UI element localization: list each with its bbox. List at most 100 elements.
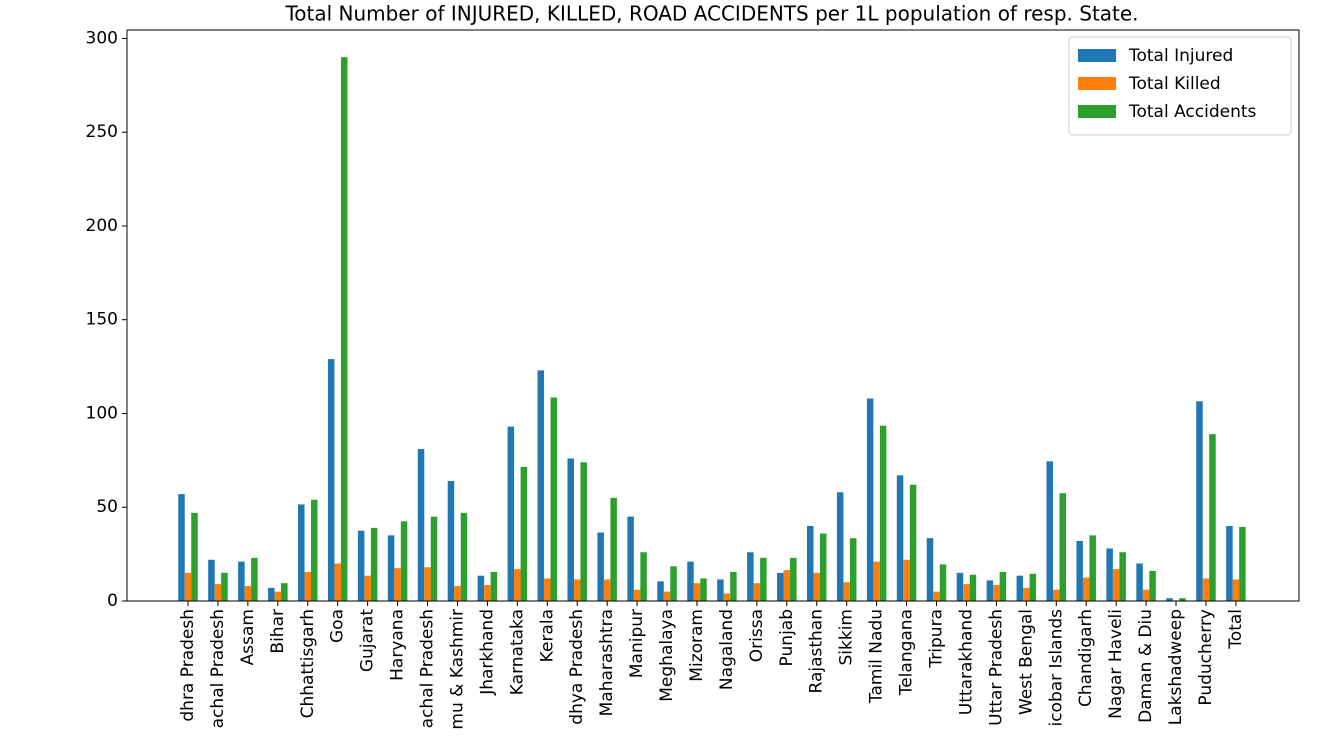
y-tick-label: 0	[107, 591, 118, 611]
plot-frame	[126, 29, 1300, 602]
bar	[1119, 552, 1126, 601]
bar	[640, 552, 647, 601]
x-tick-label: Manipur	[627, 609, 647, 678]
x-tick-label: Jharkhand	[477, 609, 497, 696]
bar	[999, 571, 1007, 601]
chart-title: Total Number of INJURED, KILLED, ROAD AC…	[284, 2, 1138, 26]
x-tick-label: Maharashtra	[597, 609, 617, 716]
bar	[1149, 570, 1156, 601]
bar	[926, 538, 934, 601]
bar	[717, 579, 724, 601]
bar	[819, 533, 827, 601]
bar	[1029, 573, 1037, 601]
x-tick-label: Uttarakhand	[956, 609, 976, 715]
bar	[730, 571, 737, 601]
bar	[627, 516, 634, 601]
bar	[1202, 578, 1210, 601]
bar	[1082, 577, 1090, 601]
x-tick-label: achal Pradesh	[208, 609, 228, 728]
x-tick-label: Gujarat	[358, 609, 378, 672]
bar	[663, 591, 671, 601]
x-tick-label: dhya Pradesh	[567, 609, 587, 725]
x-tick-label: Punjab	[777, 609, 797, 666]
legend-swatch	[1078, 77, 1116, 90]
x-tick-label: Telangana	[897, 609, 917, 696]
bar	[610, 497, 617, 601]
bar	[520, 466, 528, 601]
bar	[221, 572, 228, 601]
bar	[268, 587, 275, 601]
x-tick-label: Assam	[238, 609, 258, 665]
bar	[370, 527, 378, 601]
bar	[417, 449, 425, 601]
bar	[573, 579, 581, 601]
bar	[986, 580, 994, 601]
bar	[490, 571, 498, 601]
bar	[903, 559, 910, 601]
bar	[849, 538, 857, 601]
bar	[1046, 461, 1054, 601]
bar	[909, 484, 917, 601]
bar	[1059, 493, 1067, 601]
bar	[340, 57, 348, 601]
bar	[298, 504, 305, 601]
bar	[567, 458, 574, 601]
legend-label: Total Accidents	[1128, 102, 1257, 122]
bar	[1232, 579, 1240, 601]
bar	[327, 359, 335, 601]
x-tick-label: Karnataka	[507, 609, 527, 695]
bar	[836, 492, 844, 601]
bar	[178, 494, 185, 601]
x-tick-label: Meghalaya	[657, 609, 677, 702]
bar	[477, 575, 485, 601]
legend-label: Total Killed	[1128, 74, 1221, 94]
y-tick-label: 150	[86, 310, 118, 330]
bar	[251, 557, 258, 601]
bar	[447, 480, 455, 601]
bar	[304, 571, 312, 601]
bar	[933, 591, 940, 601]
bar	[1226, 525, 1233, 601]
bar	[603, 579, 611, 601]
bar	[939, 564, 947, 601]
bar	[1136, 563, 1143, 601]
x-tick-label: Puducherry	[1196, 609, 1216, 706]
y-tick-label: 200	[86, 216, 118, 236]
bar	[866, 398, 874, 601]
bar	[1209, 434, 1216, 601]
x-tick-label: achal Pradesh	[418, 609, 438, 728]
bar	[394, 568, 401, 601]
bar	[670, 566, 677, 601]
bar	[843, 582, 850, 601]
bar	[244, 585, 252, 601]
x-tick-label: Nagar Haveli	[1106, 609, 1126, 719]
x-tick-label: dhra Pradesh	[178, 609, 198, 722]
x-tick-label: Chhattisgarh	[298, 609, 318, 718]
bar	[537, 370, 545, 601]
x-tick-label: Uttar Pradesh	[986, 609, 1006, 726]
bar	[281, 583, 288, 601]
bar	[400, 521, 408, 601]
bar	[1239, 526, 1246, 601]
bar	[1053, 589, 1060, 601]
bar	[806, 525, 814, 601]
bar	[184, 572, 192, 601]
x-tick-label: Tripura	[927, 609, 947, 669]
bar	[214, 584, 222, 601]
bar	[460, 512, 468, 601]
bar	[813, 572, 820, 601]
bar	[597, 532, 604, 601]
bar	[633, 589, 641, 601]
bar	[1142, 589, 1150, 601]
x-tick-label: Haryana	[388, 609, 408, 681]
x-tick-label: Chandigarh	[1076, 609, 1096, 707]
bar	[387, 535, 395, 601]
x-tick-label: Bihar	[268, 609, 288, 654]
bar	[580, 462, 587, 601]
bar	[790, 557, 797, 601]
bar	[1112, 569, 1120, 601]
bar	[1023, 587, 1030, 601]
bar	[1016, 575, 1024, 601]
bar	[1106, 548, 1113, 601]
